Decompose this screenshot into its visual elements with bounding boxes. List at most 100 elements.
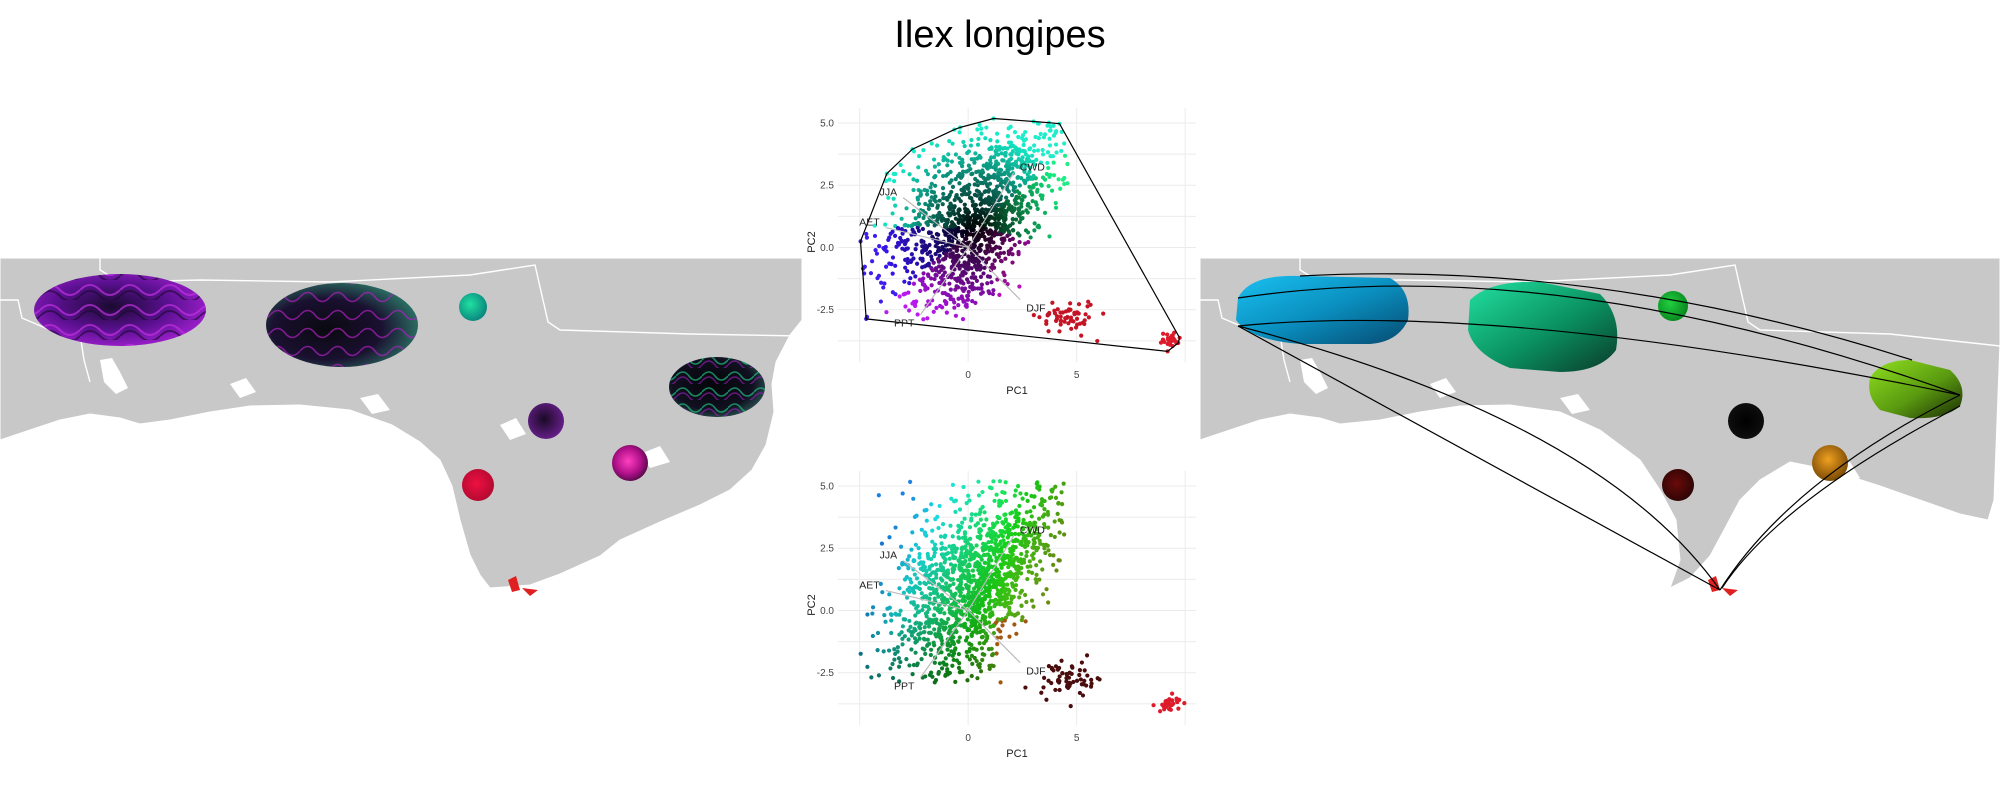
pca-bottom-point bbox=[1012, 622, 1017, 627]
pca-bottom-point bbox=[966, 586, 971, 592]
pca-top-point bbox=[1066, 321, 1071, 326]
pca-bottom-point bbox=[1007, 588, 1012, 594]
pca-bottom-point bbox=[926, 556, 931, 561]
pca-top-point bbox=[1033, 134, 1038, 140]
pca-top-point bbox=[886, 195, 891, 200]
pca-top-loading-label: PPT bbox=[894, 318, 915, 330]
pca-top-point bbox=[916, 214, 922, 219]
pca-bottom-point bbox=[911, 662, 916, 668]
pca-top-point bbox=[946, 242, 951, 247]
pca-top-point bbox=[870, 259, 875, 264]
pca-top-point bbox=[1002, 273, 1007, 278]
pca-bottom-point bbox=[1031, 556, 1036, 561]
pca-bottom-point bbox=[1034, 547, 1039, 552]
pca-bottom-point bbox=[934, 546, 939, 552]
pca-bottom-point bbox=[953, 509, 958, 515]
pca-top-point bbox=[1031, 173, 1036, 179]
pca-bottom-point bbox=[1001, 521, 1006, 526]
pca-top-point bbox=[914, 242, 919, 247]
pca-top-point bbox=[1040, 152, 1046, 157]
left-map-range-patch bbox=[528, 403, 564, 439]
pca-bottom-point bbox=[1055, 679, 1061, 684]
pca-top-point bbox=[975, 259, 980, 264]
pca-top-point bbox=[999, 180, 1004, 186]
pca-bottom-point bbox=[876, 673, 882, 678]
pca-bottom-point bbox=[935, 514, 940, 519]
pca-top-point bbox=[980, 168, 985, 173]
pca-bottom-point bbox=[1052, 534, 1057, 540]
pca-top-point bbox=[1076, 302, 1082, 307]
pca-top-point bbox=[878, 299, 883, 304]
pca-bottom-point bbox=[981, 523, 986, 528]
pca-bottom-point bbox=[932, 627, 937, 632]
pca-top-point bbox=[948, 201, 953, 206]
pca-top-point bbox=[989, 174, 994, 180]
pca-top-point bbox=[903, 265, 908, 270]
pca-bottom-point bbox=[951, 543, 956, 548]
pca-bottom-point bbox=[1009, 597, 1014, 602]
pca-bottom-point bbox=[976, 493, 982, 498]
pca-top-point bbox=[1053, 142, 1059, 147]
pca-top-point bbox=[1063, 309, 1069, 314]
pca-top-point bbox=[989, 215, 994, 220]
pca-bottom-point bbox=[925, 637, 930, 642]
pca-bottom-point bbox=[987, 591, 992, 596]
pca-bottom-point bbox=[973, 523, 978, 528]
pca-bottom-point bbox=[938, 534, 944, 539]
pca-bottom-point bbox=[948, 523, 953, 528]
pca-bottom-point bbox=[1046, 548, 1051, 553]
pca-bottom-point bbox=[920, 646, 925, 651]
pca-bottom-point bbox=[942, 534, 947, 540]
pca-top-point bbox=[1047, 143, 1053, 148]
pca-top-point bbox=[1058, 186, 1063, 191]
pca-bottom-point bbox=[916, 609, 922, 614]
pca-top-point bbox=[1063, 316, 1068, 321]
pca-bottom-point bbox=[993, 579, 998, 584]
pca-bottom-point bbox=[1016, 516, 1021, 521]
pca-top-point bbox=[1016, 249, 1021, 255]
pca-top-point bbox=[908, 276, 913, 281]
pca-bottom-point bbox=[957, 608, 962, 613]
pca-top-point bbox=[1019, 176, 1024, 181]
pca-bottom-point bbox=[922, 580, 927, 585]
pca-top-point bbox=[1001, 250, 1007, 255]
pca-bottom-loading-arrow bbox=[967, 535, 1015, 611]
pca-top-point bbox=[961, 139, 966, 145]
pca-top-point bbox=[956, 296, 961, 301]
pca-top-point bbox=[923, 244, 928, 249]
pca-top-point bbox=[999, 210, 1005, 215]
pca-bottom-point bbox=[1018, 491, 1023, 496]
pca-bottom-point bbox=[917, 621, 922, 626]
pca-bottom-point bbox=[1031, 523, 1036, 529]
pca-top-point bbox=[924, 220, 929, 225]
pca-bottom-point bbox=[944, 662, 949, 667]
pca-bottom-point bbox=[888, 666, 893, 671]
pca-bottom-point bbox=[1068, 704, 1073, 709]
pca-top-point bbox=[957, 130, 962, 135]
pca-bottom-point bbox=[969, 516, 974, 521]
pca-top-point bbox=[904, 206, 909, 211]
pca-bottom-point bbox=[1182, 700, 1187, 706]
pca-top-point bbox=[957, 217, 962, 222]
pca-top-point bbox=[948, 294, 953, 299]
pca-top-point bbox=[911, 177, 916, 182]
pca-top-point bbox=[985, 281, 990, 286]
pca-top-point bbox=[962, 191, 967, 196]
pca-top-point bbox=[978, 173, 983, 178]
pca-bottom-point bbox=[963, 544, 968, 549]
pca-bottom-point bbox=[1002, 512, 1007, 517]
pca-bottom-loading-arrow bbox=[885, 589, 969, 612]
pca-bottom-point bbox=[986, 557, 991, 563]
pca-top-point bbox=[996, 254, 1002, 260]
pca-bottom-point bbox=[928, 647, 934, 652]
pca-top-point bbox=[1058, 314, 1063, 319]
pca-top-point bbox=[1020, 133, 1026, 138]
pca-bottom-point bbox=[949, 649, 954, 654]
pca-bottom-point bbox=[924, 507, 929, 513]
pca-top-point bbox=[1028, 165, 1033, 170]
pca-top-point bbox=[1158, 340, 1164, 345]
pca-bottom-point bbox=[1055, 667, 1061, 672]
pca-bottom-point bbox=[928, 652, 933, 658]
pca-bottom-point bbox=[1007, 634, 1012, 639]
pca-top-point bbox=[1086, 299, 1091, 304]
